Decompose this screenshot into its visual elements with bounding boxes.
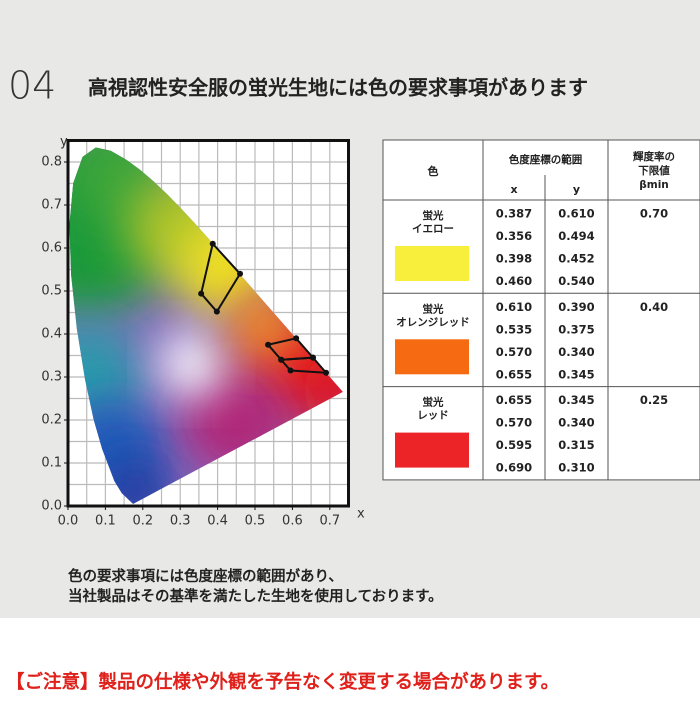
y-value: 0.375	[558, 322, 594, 336]
header-cell: y	[573, 183, 580, 196]
y-value: 0.610	[558, 207, 594, 221]
y-tick-label: 0.2	[41, 413, 62, 428]
beta-value: 0.70	[640, 207, 668, 221]
x-tick-label: 0.3	[170, 514, 191, 529]
header-cell: 下限値	[638, 164, 670, 177]
x-tick-label: 0.0	[58, 514, 79, 529]
locus-color	[100, 458, 171, 504]
spec-point	[309, 354, 316, 361]
y-value: 0.345	[558, 367, 594, 381]
locus-color	[159, 332, 224, 397]
table-bg	[382, 139, 700, 481]
color-swatch	[395, 432, 469, 468]
plot-frame	[66, 139, 350, 508]
color-swatch	[395, 246, 469, 281]
x-value: 0.655	[496, 367, 532, 381]
group-name: 蛍光	[423, 209, 444, 222]
y-value: 0.494	[558, 229, 594, 243]
y-tick-label: 0.1	[41, 456, 62, 471]
x-value: 0.570	[496, 345, 532, 359]
spec-point	[198, 290, 205, 297]
x-tick-label: 0.4	[207, 514, 228, 529]
y-value: 0.315	[558, 438, 594, 452]
x-axis-label: x	[357, 507, 365, 522]
header-cell: 色	[428, 164, 439, 178]
header-cell: 輝度率の	[633, 150, 675, 163]
x-value: 0.690	[496, 461, 532, 475]
title: 高視認性安全服の蛍光生地には色の要求事項があります	[88, 76, 588, 100]
x-tick-label: 0.7	[319, 514, 340, 529]
group-name: 蛍光	[423, 302, 444, 315]
spec-point	[213, 308, 220, 315]
spec-point	[237, 270, 244, 277]
group-name: 蛍光	[423, 396, 444, 409]
y-tick-label: 0.3	[41, 370, 62, 385]
x-tick-label: 0.6	[282, 514, 303, 529]
beta-value: 0.25	[640, 393, 668, 407]
y-value: 0.390	[558, 300, 594, 314]
y-value: 0.452	[558, 252, 594, 266]
note-line: 色の要求事項には色度座標の範囲があり、	[68, 567, 343, 585]
x-value: 0.610	[496, 300, 532, 314]
y-tick-label: 0.0	[41, 499, 62, 514]
header-cell: βmin	[639, 179, 669, 191]
spec-point	[278, 356, 285, 363]
x-value: 0.570	[496, 416, 532, 430]
x-value: 0.398	[496, 252, 532, 266]
y-tick-label: 0.4	[41, 327, 62, 342]
group-name: イエロー	[412, 223, 454, 235]
group-name: レッド	[417, 410, 449, 422]
x-tick-label: 0.1	[95, 514, 116, 529]
y-value: 0.345	[558, 393, 594, 407]
x-value: 0.356	[496, 229, 532, 243]
beta-value: 0.40	[640, 300, 668, 314]
spec-point	[265, 341, 272, 348]
header-cell: 色度座標の範囲	[509, 153, 583, 166]
spec-point	[323, 369, 330, 376]
caution: 【ご注意】製品の仕様や外観を予告なく変更する場合があります。	[6, 671, 559, 693]
x-value: 0.460	[496, 274, 532, 288]
y-value: 0.310	[558, 461, 594, 475]
spec-point	[293, 335, 300, 342]
y-tick-label: 0.5	[41, 284, 62, 299]
y-tick-label: 0.6	[41, 241, 62, 256]
y-tick-label: 0.7	[41, 198, 62, 213]
x-value: 0.535	[496, 322, 532, 336]
x-value: 0.387	[496, 207, 532, 221]
spec-point	[209, 240, 216, 247]
y-axis-label: y	[60, 135, 68, 150]
chart: 0.0 0.1 0.2 0.3 0.4 0.5 0.6 0.7 0.0 0.1 0.2 0.3 0.4 0…	[41, 135, 365, 529]
y-value: 0.540	[558, 274, 594, 288]
x-value: 0.655	[496, 393, 532, 407]
y-tick-label: 0.8	[41, 155, 62, 170]
y-value: 0.340	[558, 416, 594, 430]
note-line: 当社製品はその基準を満たした生地を使用しております。	[68, 587, 443, 605]
spec-point	[287, 367, 294, 374]
color-swatch	[395, 339, 469, 375]
x-tick-label: 0.5	[245, 514, 266, 529]
y-value: 0.340	[558, 345, 594, 359]
group-name: オレンジレッド	[396, 316, 470, 328]
section-number: 04	[8, 64, 56, 108]
header-cell: x	[510, 183, 517, 196]
x-value: 0.595	[496, 438, 532, 452]
x-tick-label: 0.2	[132, 514, 153, 529]
